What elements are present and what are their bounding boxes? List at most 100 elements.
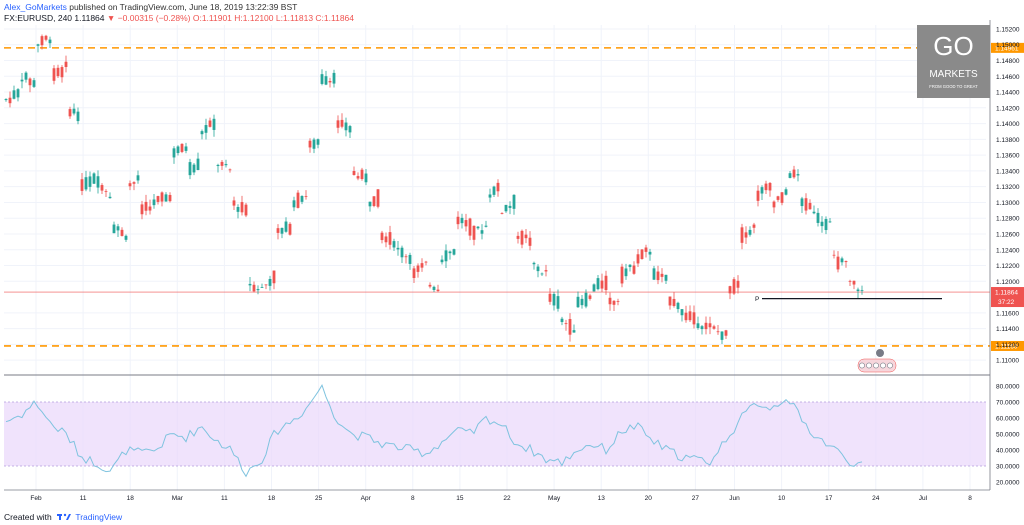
candle-body[interactable] <box>472 225 476 240</box>
candle-body[interactable] <box>404 256 408 258</box>
candle-layer[interactable] <box>4 34 864 345</box>
candle-body[interactable] <box>32 80 36 87</box>
candle-body[interactable] <box>324 76 328 85</box>
candle-body[interactable] <box>176 146 180 154</box>
candle-body[interactable] <box>196 158 200 170</box>
event-flag-icon[interactable] <box>887 362 893 369</box>
candle-body[interactable] <box>672 298 676 306</box>
candle-body[interactable] <box>536 266 540 272</box>
candle-body[interactable] <box>248 283 252 286</box>
tradingview-link[interactable]: TradingView <box>75 512 123 522</box>
candle-body[interactable] <box>636 254 640 264</box>
candle-body[interactable] <box>740 227 744 243</box>
candle-body[interactable] <box>208 120 212 127</box>
candle-body[interactable] <box>260 287 264 288</box>
candle-body[interactable] <box>748 229 752 235</box>
candle-body[interactable] <box>568 318 572 335</box>
candle-body[interactable] <box>380 232 384 241</box>
candle-body[interactable] <box>232 200 236 206</box>
event-flag-icon[interactable] <box>880 362 886 369</box>
candle-body[interactable] <box>804 198 808 211</box>
candle-body[interactable] <box>752 224 756 228</box>
candle-body[interactable] <box>368 201 372 207</box>
candle-body[interactable] <box>680 309 684 316</box>
candle-body[interactable] <box>76 111 80 122</box>
candle-body[interactable] <box>516 235 520 239</box>
candle-body[interactable] <box>124 235 128 240</box>
candle-body[interactable] <box>600 280 604 289</box>
candle-body[interactable] <box>788 173 792 178</box>
candle-body[interactable] <box>724 330 728 336</box>
candle-body[interactable] <box>560 318 564 323</box>
candle-body[interactable] <box>8 97 12 104</box>
candle-body[interactable] <box>256 289 260 291</box>
candle-body[interactable] <box>36 44 40 46</box>
candle-body[interactable] <box>572 330 576 333</box>
candle-body[interactable] <box>512 194 516 209</box>
candle-body[interactable] <box>428 284 432 287</box>
candle-body[interactable] <box>20 79 24 82</box>
candle-body[interactable] <box>848 280 852 282</box>
candle-body[interactable] <box>524 234 528 239</box>
candle-body[interactable] <box>832 254 836 256</box>
candle-body[interactable] <box>668 296 672 306</box>
candle-body[interactable] <box>52 68 56 81</box>
candle-body[interactable] <box>532 262 536 265</box>
candle-body[interactable] <box>136 175 140 181</box>
candle-body[interactable] <box>704 322 708 330</box>
candle-body[interactable] <box>840 258 844 263</box>
candle-body[interactable] <box>132 182 136 184</box>
candle-body[interactable] <box>100 185 104 191</box>
candle-body[interactable] <box>824 218 828 231</box>
candle-body[interactable] <box>648 251 652 255</box>
candle-body[interactable] <box>828 221 832 223</box>
candle-body[interactable] <box>440 259 444 263</box>
candle-body[interactable] <box>816 212 820 223</box>
candle-body[interactable] <box>240 202 244 213</box>
candle-body[interactable] <box>800 198 804 207</box>
candle-body[interactable] <box>540 273 544 275</box>
candle-body[interactable] <box>676 302 680 310</box>
candle-body[interactable] <box>856 289 860 292</box>
candle-body[interactable] <box>120 229 124 236</box>
event-flag-icon[interactable] <box>866 362 872 369</box>
candle-body[interactable] <box>84 177 88 190</box>
candle-body[interactable] <box>564 323 568 325</box>
candle-body[interactable] <box>372 196 376 206</box>
candle-body[interactable] <box>332 72 336 84</box>
candle-body[interactable] <box>112 224 116 234</box>
candle-body[interactable] <box>384 236 388 243</box>
candle-body[interactable] <box>808 202 812 210</box>
candle-body[interactable] <box>128 183 132 187</box>
candle-body[interactable] <box>156 196 160 202</box>
candle-body[interactable] <box>308 140 312 148</box>
candle-body[interactable] <box>344 122 348 131</box>
candle-body[interactable] <box>492 186 496 195</box>
candle-body[interactable] <box>172 148 176 158</box>
candle-body[interactable] <box>152 199 156 206</box>
candle-body[interactable] <box>460 217 464 224</box>
candle-body[interactable] <box>420 263 424 268</box>
candle-body[interactable] <box>592 284 596 292</box>
candle-body[interactable] <box>436 289 440 291</box>
candle-body[interactable] <box>544 270 548 272</box>
candle-body[interactable] <box>736 280 740 288</box>
candle-body[interactable] <box>624 268 628 277</box>
candle-body[interactable] <box>224 164 228 166</box>
candle-body[interactable] <box>268 279 272 286</box>
candle-body[interactable] <box>48 39 52 44</box>
candle-body[interactable] <box>780 192 784 203</box>
candle-body[interactable] <box>276 228 280 233</box>
candle-body[interactable] <box>40 36 44 46</box>
candle-body[interactable] <box>216 164 220 167</box>
candle-body[interactable] <box>688 311 692 321</box>
candle-body[interactable] <box>24 72 28 80</box>
candle-body[interactable] <box>432 286 436 290</box>
candle-body[interactable] <box>520 230 524 245</box>
candle-body[interactable] <box>712 326 716 329</box>
candle-body[interactable] <box>632 265 636 274</box>
candle-body[interactable] <box>608 297 612 305</box>
candle-body[interactable] <box>104 191 108 193</box>
candle-body[interactable] <box>640 249 644 259</box>
candle-body[interactable] <box>408 254 412 264</box>
